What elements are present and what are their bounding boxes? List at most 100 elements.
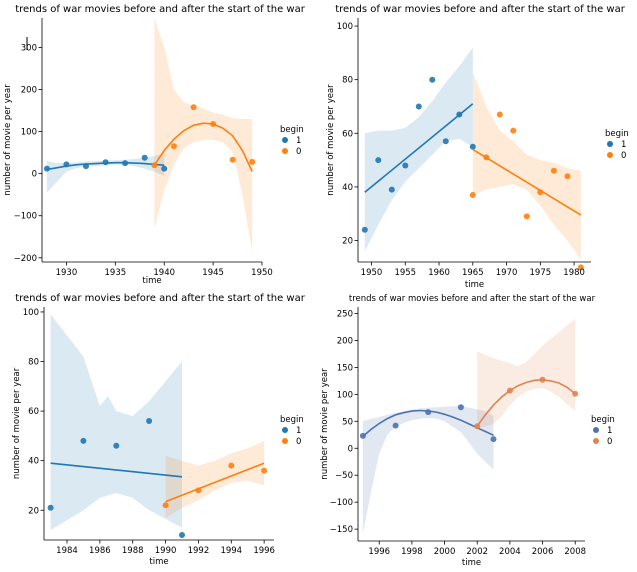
chart-4-legend-title: begin bbox=[591, 415, 615, 425]
chart-3-x-tick-label: 1988 bbox=[122, 546, 144, 556]
chart-1-y-tick-label: 100 bbox=[21, 128, 37, 138]
chart-2-y-tick-label: 40 bbox=[342, 183, 353, 193]
chart-3-series-1-point-1 bbox=[47, 504, 54, 511]
chart-3-x-tick-label: 1984 bbox=[56, 546, 78, 556]
chart-2-series-1-point-2 bbox=[375, 157, 382, 164]
chart-2-series-0-confidence-band bbox=[472, 71, 581, 260]
chart-3-series-0-point-1 bbox=[162, 502, 169, 509]
chart-2-series-1-point-8 bbox=[456, 111, 463, 118]
chart-4-legend-label-0: 0 bbox=[607, 437, 612, 447]
chart-4-y-tick-label: −50 bbox=[335, 471, 353, 481]
chart-4-x-tick-label: 2008 bbox=[564, 547, 586, 557]
chart-3-y-tick-label: 80 bbox=[28, 358, 39, 368]
chart-2-x-tick-label: 1980 bbox=[563, 268, 585, 278]
chart-1-series-1-point-7 bbox=[161, 165, 168, 172]
chart-2-series-1-point-3 bbox=[388, 186, 395, 193]
chart-2-series-1-point-6 bbox=[429, 76, 436, 83]
chart-1-series-1-point-1 bbox=[43, 165, 50, 172]
chart-2-series-1-confidence-band bbox=[364, 47, 473, 252]
chart-2-y-tick-label: 20 bbox=[342, 237, 353, 247]
chart-4-y-tick-label: −100 bbox=[330, 498, 353, 508]
chart-2-series-0-point-1 bbox=[469, 192, 476, 198]
chart-2-x-tick-label: 1960 bbox=[428, 268, 450, 278]
chart-1-legend-label-0: 0 bbox=[296, 147, 301, 157]
chart-3-legend-marker-1 bbox=[282, 427, 288, 433]
chart-1-x-tick-label: 1945 bbox=[202, 268, 224, 278]
chart-1-series-0-point-4 bbox=[210, 121, 217, 127]
chart-1-series-0-confidence-band bbox=[154, 18, 253, 252]
chart-4-legend-label-1: 1 bbox=[607, 426, 612, 436]
chart-1-y-tick-label: 300 bbox=[21, 43, 37, 53]
chart-3-series-1-point-5 bbox=[179, 532, 185, 538]
chart-4-series-1-confidence-band bbox=[362, 405, 494, 534]
chart-1-series-1-point-2 bbox=[63, 161, 70, 168]
chart-1-series-1-point-6 bbox=[141, 154, 148, 161]
chart-4-x-tick-label: 2006 bbox=[532, 547, 554, 557]
chart-1-x-tick-label: 1940 bbox=[153, 268, 175, 278]
chart-3-y-tick-label: 20 bbox=[28, 506, 39, 516]
chart-1-series-0-fit-line bbox=[153, 122, 253, 172]
chart-2-series-0-point-4 bbox=[510, 127, 517, 134]
chart-2-series-0-point-9 bbox=[577, 264, 584, 271]
chart-4-y-axis-label: number of movie per year bbox=[320, 368, 330, 480]
chart-2-series-0-point-7 bbox=[550, 167, 557, 174]
chart-2-series-0-fit-line bbox=[472, 148, 582, 216]
chart-1-legend-marker-0 bbox=[282, 148, 288, 154]
chart-4: trends of war movies before and after th… bbox=[320, 294, 615, 568]
chart-2-series-0-point-2 bbox=[483, 154, 490, 161]
chart-2-x-tick-label: 1950 bbox=[361, 268, 383, 278]
chart-1-series-1-point-3 bbox=[83, 163, 89, 170]
chart-1-x-tick-label: 1950 bbox=[251, 268, 273, 278]
chart-4-y-tick-label: 200 bbox=[337, 336, 353, 346]
chart-3-y-axis-label: number of movie per year bbox=[12, 367, 22, 479]
chart-3-x-tick-label: 1996 bbox=[253, 546, 275, 556]
chart-4-series-0-point-1 bbox=[474, 423, 481, 430]
chart-2-series-0-point-5 bbox=[523, 213, 530, 220]
chart-4-series-0-point-2 bbox=[506, 387, 513, 394]
chart-2-series-1-fit-line bbox=[364, 103, 474, 193]
chart-1-y-tick-label: 200 bbox=[21, 86, 37, 96]
chart-1-y-axis-label: number of movie per year bbox=[3, 84, 13, 196]
chart-1-y-tick-label: −100 bbox=[14, 212, 37, 222]
chart-3-series-0-point-2 bbox=[195, 487, 202, 494]
chart-1-series-0-point-2 bbox=[171, 143, 177, 150]
chart-2-x-tick-label: 1965 bbox=[462, 268, 484, 278]
chart-2-y-tick-label: 100 bbox=[337, 22, 353, 32]
chart-4-x-tick-label: 2000 bbox=[434, 547, 456, 557]
chart-2-series-0-point-3 bbox=[496, 111, 503, 118]
chart-3-x-axis-label: time bbox=[149, 557, 168, 567]
chart-1-series-0-point-1 bbox=[151, 162, 158, 169]
chart-2-legend-label-0: 0 bbox=[621, 151, 626, 161]
chart-2: trends of war movies before and after th… bbox=[326, 4, 629, 290]
chart-2-series-1-point-4 bbox=[402, 162, 409, 169]
chart-4-title: trends of war movies before and after th… bbox=[349, 294, 596, 304]
chart-3-series-1-point-2 bbox=[80, 437, 87, 444]
chart-3-series-1-confidence-band bbox=[50, 314, 182, 531]
chart-2-legend-marker-0 bbox=[607, 152, 613, 158]
chart-2-x-axis-label: time bbox=[465, 280, 484, 290]
chart-4-series-1-point-2 bbox=[392, 422, 399, 429]
chart-1-title: trends of war movies before and after th… bbox=[15, 4, 306, 15]
chart-4-x-tick-label: 2002 bbox=[466, 547, 488, 557]
chart-2-series-1-point-5 bbox=[415, 103, 422, 110]
chart-4-y-tick-label: 0 bbox=[348, 444, 353, 454]
chart-4-y-tick-label: 250 bbox=[337, 309, 353, 319]
chart-3-series-1-point-3 bbox=[113, 442, 120, 449]
chart-4-legend-marker-0 bbox=[593, 438, 599, 444]
chart-4-legend-marker-1 bbox=[593, 427, 599, 433]
chart-2-y-axis-label: number of movie per year bbox=[326, 84, 336, 196]
chart-1-series-1-point-4 bbox=[102, 159, 109, 166]
chart-2-x-tick-label: 1970 bbox=[496, 268, 518, 278]
chart-1-series-0-point-5 bbox=[229, 156, 236, 163]
chart-1-legend-title: begin bbox=[280, 125, 304, 135]
chart-1-legend-label-1: 1 bbox=[296, 136, 301, 146]
chart-4-series-0-point-3 bbox=[539, 376, 546, 383]
chart-2-y-tick-label: 60 bbox=[342, 129, 353, 139]
chart-2-legend-title: begin bbox=[605, 129, 629, 139]
chart-4-x-axis-label: time bbox=[462, 558, 481, 568]
